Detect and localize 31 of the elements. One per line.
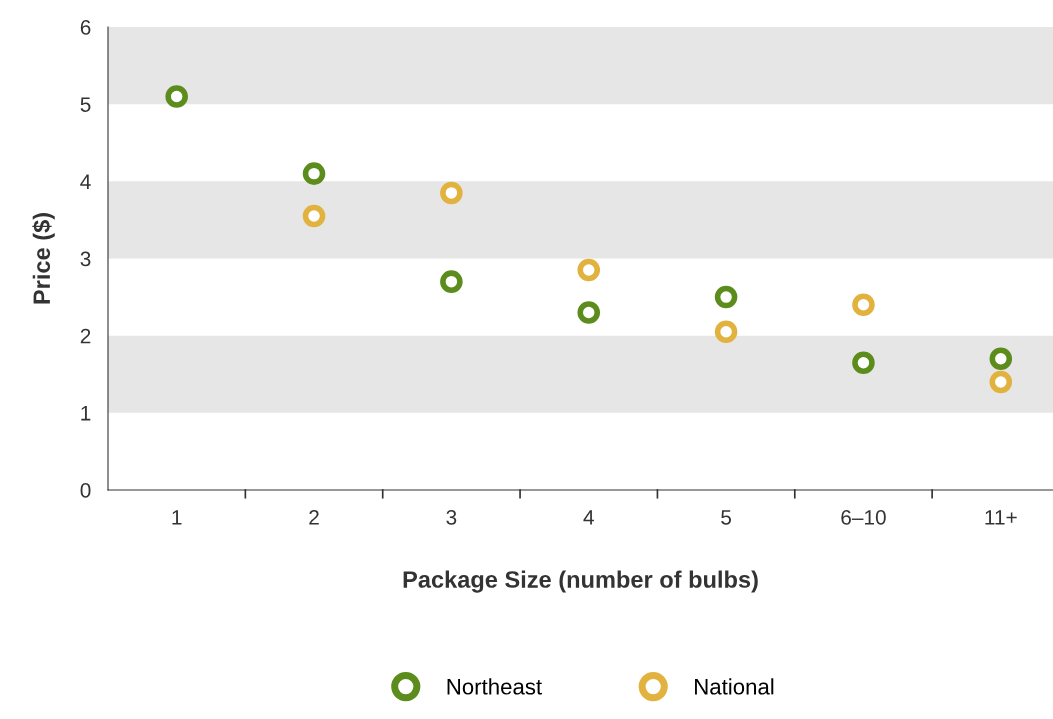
point <box>302 204 326 228</box>
point <box>440 181 463 205</box>
point <box>165 85 188 108</box>
x-tick-label: 3 <box>446 509 457 525</box>
point <box>302 162 326 185</box>
legend-label: National <box>695 678 774 695</box>
point <box>577 301 601 324</box>
x-tick-label: 5 <box>721 510 732 525</box>
point <box>852 293 875 317</box>
point <box>852 351 875 374</box>
y-tick-label: 2 <box>80 328 91 344</box>
point <box>714 320 738 344</box>
x-tick-label: 6–10 <box>841 509 886 525</box>
x-tick-label: 2 <box>309 509 319 525</box>
point <box>989 370 1013 394</box>
x-axis-title: Package Size (number of bulbs) <box>403 570 758 593</box>
x-tick-label: 4 <box>583 510 594 525</box>
y-tick-label: 5 <box>80 97 91 112</box>
legend-label: Northeast <box>447 678 542 695</box>
point <box>440 270 463 293</box>
y-tick-label: 1 <box>81 406 91 421</box>
y-tick-label: 3 <box>80 251 91 267</box>
y-axis-title: Price ($) <box>32 213 55 304</box>
point <box>989 347 1013 371</box>
y-tick-label: 0 <box>80 483 91 498</box>
y-tick-label: 6 <box>80 20 91 35</box>
y-tick-label: 4 <box>80 174 91 189</box>
x-tick-label: 11+ <box>985 510 1017 525</box>
point <box>714 285 738 309</box>
x-tick-label: 1 <box>172 510 182 525</box>
point <box>577 258 601 282</box>
